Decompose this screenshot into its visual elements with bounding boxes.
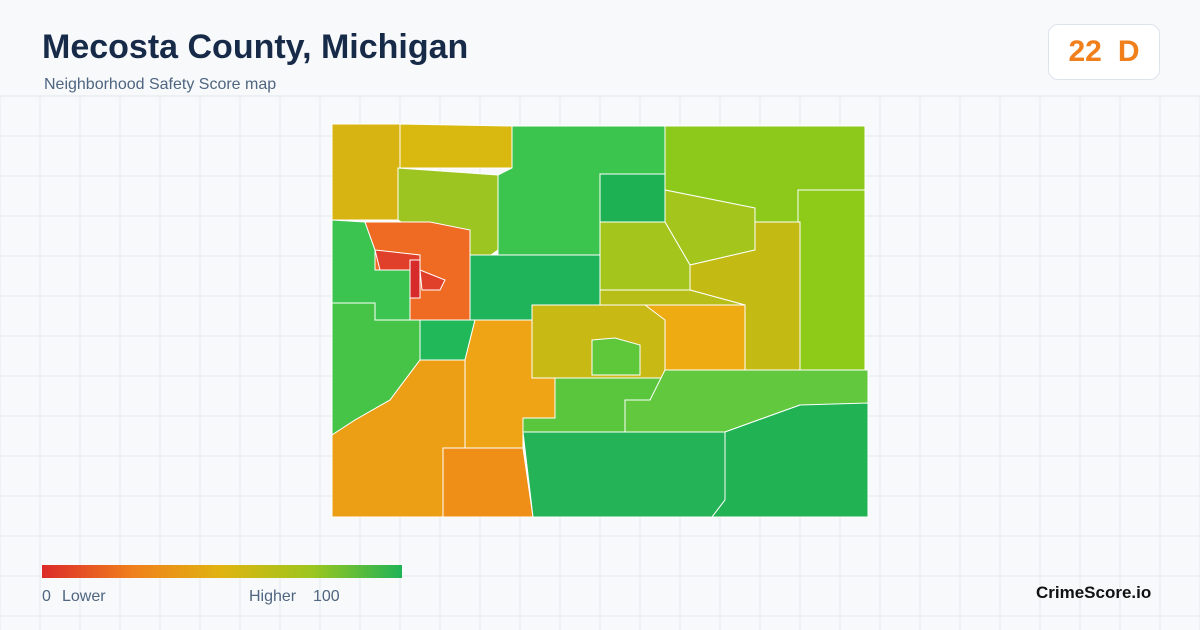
region [797, 189, 866, 371]
region [331, 123, 401, 221]
region [710, 402, 869, 518]
county-regions [331, 123, 869, 518]
legend-low-label: Lower [62, 588, 106, 605]
region [364, 221, 471, 321]
legend-min: 0 [42, 588, 51, 605]
legend-gradient [42, 565, 402, 578]
score: 22 [1068, 35, 1102, 68]
subtitle: Neighborhood Safety Score map [44, 76, 277, 93]
region [399, 123, 513, 169]
score-badge: 22 D [1048, 24, 1160, 80]
region [409, 259, 421, 299]
brand: CrimeScore.io [1036, 583, 1152, 602]
title: Mecosta County, Michigan [42, 28, 469, 66]
region [522, 431, 726, 518]
region [419, 269, 446, 291]
legend-max: 100 [313, 588, 340, 605]
region [591, 337, 641, 376]
legend-high-label: Higher [249, 588, 297, 605]
grade: D [1117, 35, 1140, 68]
region [599, 173, 666, 223]
region [442, 447, 534, 518]
